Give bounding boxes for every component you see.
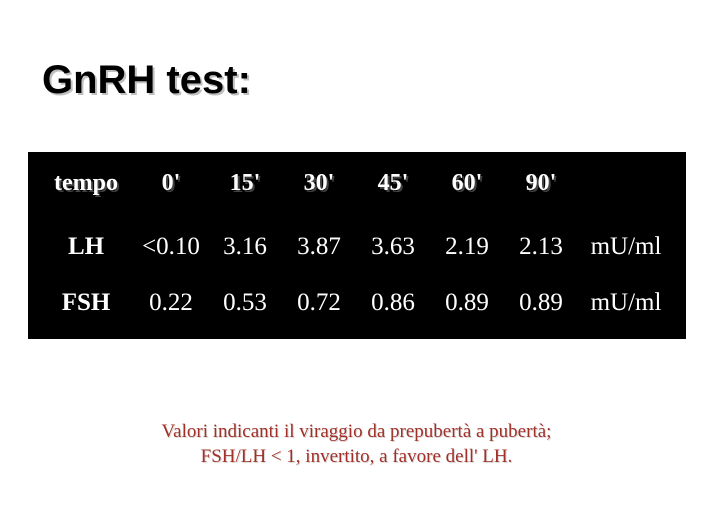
cell-value: 0.89 — [504, 289, 578, 317]
cell-value: 2.13 — [504, 233, 578, 261]
row-unit: mU/ml — [578, 233, 674, 261]
table-row: FSH 0.22 0.53 0.72 0.86 0.89 0.89 mU/ml — [38, 289, 676, 317]
cell-value: 0.89 — [430, 289, 504, 317]
cell-value: 3.16 — [208, 233, 282, 261]
page-title: GnRH test: — [42, 58, 251, 103]
header-time: 60' — [430, 170, 504, 197]
footnote-line1: Valori indicanti il viraggio da prepuber… — [162, 421, 552, 442]
header-time: 15' — [208, 170, 282, 197]
cell-value: 3.63 — [356, 233, 430, 261]
cell-value: 0.86 — [356, 289, 430, 317]
table-header-row: tempo 0' 15' 30' 45' 60' 90' — [38, 170, 676, 197]
header-time: 30' — [282, 170, 356, 197]
header-time: 45' — [356, 170, 430, 197]
header-label: tempo — [38, 170, 134, 197]
footnote-text: Valori indicanti il viraggio da prepuber… — [0, 420, 713, 469]
cell-value: 0.22 — [134, 289, 208, 317]
cell-value: 3.87 — [282, 233, 356, 261]
row-unit: mU/ml — [578, 289, 674, 317]
header-time: 90' — [504, 170, 578, 197]
table-row: LH <0.10 3.16 3.87 3.63 2.19 2.13 mU/ml — [38, 233, 676, 261]
cell-value: <0.10 — [134, 233, 208, 261]
cell-value: 2.19 — [430, 233, 504, 261]
header-time: 0' — [134, 170, 208, 197]
footnote-line2: FSH/LH < 1, invertito, a favore dell' LH… — [201, 446, 513, 467]
cell-value: 0.72 — [282, 289, 356, 317]
row-label-fsh: FSH — [38, 289, 134, 317]
gnrh-data-table: tempo 0' 15' 30' 45' 60' 90' LH <0.10 3.… — [28, 152, 686, 339]
cell-value: 0.53 — [208, 289, 282, 317]
row-label-lh: LH — [38, 233, 134, 261]
